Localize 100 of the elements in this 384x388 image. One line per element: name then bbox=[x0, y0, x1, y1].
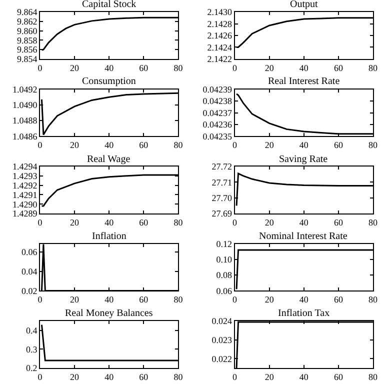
x-tick-label: 40 bbox=[104, 372, 114, 382]
y-tick-label: 0.04239 bbox=[202, 84, 233, 94]
x-tick-label: 20 bbox=[70, 62, 80, 73]
x-tick-label: 60 bbox=[334, 294, 344, 305]
y-tick-label: 1.0488 bbox=[12, 116, 38, 126]
y-tick-label: 1.4289 bbox=[12, 208, 38, 219]
y-tick-label: 27.69 bbox=[212, 208, 233, 219]
y-tick-label: 1.4290 bbox=[12, 199, 38, 210]
x-tick-label: 20 bbox=[264, 62, 274, 73]
y-tick-label: 9.858 bbox=[16, 35, 38, 46]
x-tick-label: 60 bbox=[139, 372, 149, 382]
y-tick-label: 27.72 bbox=[212, 162, 232, 172]
y-tick-label: 0.04235 bbox=[202, 131, 233, 142]
x-tick-label: 40 bbox=[299, 294, 309, 305]
x-tick-label: 0 bbox=[232, 294, 238, 305]
y-tick-label: 1.4291 bbox=[12, 190, 38, 200]
y-tick-label: 27.70 bbox=[212, 192, 233, 203]
y-tick-label: 1.4294 bbox=[12, 162, 38, 172]
y-tick-label: 0.022 bbox=[212, 354, 232, 364]
x-tick-label: 40 bbox=[104, 140, 114, 150]
x-tick-label: 80 bbox=[174, 294, 184, 305]
x-tick-label: 80 bbox=[174, 62, 184, 73]
x-tick-label: 80 bbox=[368, 372, 378, 382]
y-tick-label: 1.0492 bbox=[12, 84, 38, 94]
y-tick-label: 0.08 bbox=[216, 270, 233, 280]
chart-title: Real Interest Rate bbox=[268, 76, 340, 87]
x-tick-label: 80 bbox=[174, 140, 184, 150]
x-tick-label: 80 bbox=[368, 140, 378, 150]
x-tick-label: 60 bbox=[334, 140, 344, 150]
x-tick-label: 20 bbox=[264, 294, 274, 305]
y-tick-label: 0.2 bbox=[26, 363, 38, 374]
x-tick-label: 20 bbox=[264, 140, 274, 150]
chart-title: Inflation Tax bbox=[278, 308, 330, 319]
y-tick-label: 9.860 bbox=[16, 26, 38, 36]
y-tick-label: 0.02 bbox=[21, 286, 38, 296]
y-tick-label: 0.06 bbox=[216, 286, 233, 296]
x-tick-label: 80 bbox=[174, 372, 184, 382]
chart-title: Real Wage bbox=[87, 154, 131, 165]
chart-title: Real Money Balances bbox=[65, 308, 153, 319]
x-tick-label: 20 bbox=[70, 140, 80, 150]
y-tick-label: 0.12 bbox=[216, 238, 232, 249]
x-tick-label: 60 bbox=[334, 217, 344, 228]
x-tick-label: 60 bbox=[334, 62, 344, 73]
y-tick-label: 2.1422 bbox=[207, 54, 232, 64]
y-tick-label: 9.864 bbox=[16, 7, 38, 18]
x-tick-label: 60 bbox=[139, 140, 149, 150]
x-tick-label: 80 bbox=[368, 217, 378, 228]
y-tick-label: 1.4292 bbox=[12, 180, 38, 190]
y-tick-label: 2.1428 bbox=[207, 18, 233, 29]
y-tick-label: 27.71 bbox=[212, 177, 232, 188]
y-tick-label: 1.4293 bbox=[12, 171, 38, 182]
chart-title: Nominal Interest Rate bbox=[259, 231, 348, 242]
chart-title: Consumption bbox=[82, 76, 136, 87]
x-tick-label: 40 bbox=[299, 62, 309, 73]
x-tick-label: 40 bbox=[104, 294, 114, 305]
x-tick-label: 80 bbox=[368, 294, 378, 305]
x-tick-label: 0 bbox=[232, 140, 238, 150]
x-tick-label: 60 bbox=[139, 294, 149, 305]
y-tick-label: 0.10 bbox=[216, 254, 233, 265]
y-tick-label: 1.0490 bbox=[12, 100, 38, 110]
x-tick-label: 0 bbox=[232, 217, 238, 228]
chart-title: Inflation bbox=[92, 231, 126, 242]
x-tick-label: 40 bbox=[299, 372, 309, 382]
y-tick-label: 2.1426 bbox=[207, 30, 233, 41]
y-tick-label: 0.023 bbox=[212, 334, 233, 345]
x-tick-label: 20 bbox=[264, 217, 274, 228]
x-tick-label: 0 bbox=[38, 62, 43, 73]
y-tick-label: 0.04238 bbox=[202, 96, 233, 106]
x-tick-label: 20 bbox=[70, 372, 80, 382]
x-tick-label: 0 bbox=[232, 372, 238, 382]
chart-title: Output bbox=[290, 0, 318, 10]
y-tick-label: 0.06 bbox=[21, 247, 38, 258]
y-tick-label: 0.04 bbox=[21, 266, 38, 277]
chart-title: Capital Stock bbox=[82, 0, 136, 10]
x-tick-label: 60 bbox=[334, 372, 344, 382]
x-tick-label: 20 bbox=[70, 217, 80, 228]
x-tick-label: 60 bbox=[139, 217, 149, 228]
chart-title: Saving Rate bbox=[279, 154, 328, 165]
y-tick-label: 9.862 bbox=[16, 16, 38, 27]
x-tick-label: 40 bbox=[299, 217, 309, 228]
x-tick-label: 20 bbox=[70, 294, 80, 305]
y-tick-label: 0.04236 bbox=[202, 120, 233, 130]
y-tick-label: 2.1430 bbox=[207, 7, 233, 18]
x-tick-label: 20 bbox=[264, 372, 274, 382]
y-tick-label: 9.856 bbox=[16, 44, 38, 55]
x-tick-label: 0 bbox=[38, 217, 43, 228]
y-tick-label: 1.0486 bbox=[12, 131, 38, 142]
x-tick-label: 40 bbox=[104, 62, 114, 73]
x-tick-label: 40 bbox=[299, 140, 309, 150]
y-tick-label: 0.024 bbox=[212, 316, 233, 326]
x-tick-label: 40 bbox=[104, 217, 114, 228]
y-tick-label: 2.1424 bbox=[207, 42, 233, 52]
x-tick-label: 0 bbox=[232, 62, 238, 73]
y-tick-label: 9.854 bbox=[16, 54, 38, 64]
x-tick-label: 60 bbox=[139, 62, 149, 73]
x-tick-label: 0 bbox=[38, 294, 43, 305]
y-tick-label: 0.4 bbox=[26, 326, 38, 336]
x-tick-label: 80 bbox=[368, 62, 378, 73]
x-tick-label: 0 bbox=[38, 372, 43, 382]
x-tick-label: 0 bbox=[38, 140, 43, 150]
